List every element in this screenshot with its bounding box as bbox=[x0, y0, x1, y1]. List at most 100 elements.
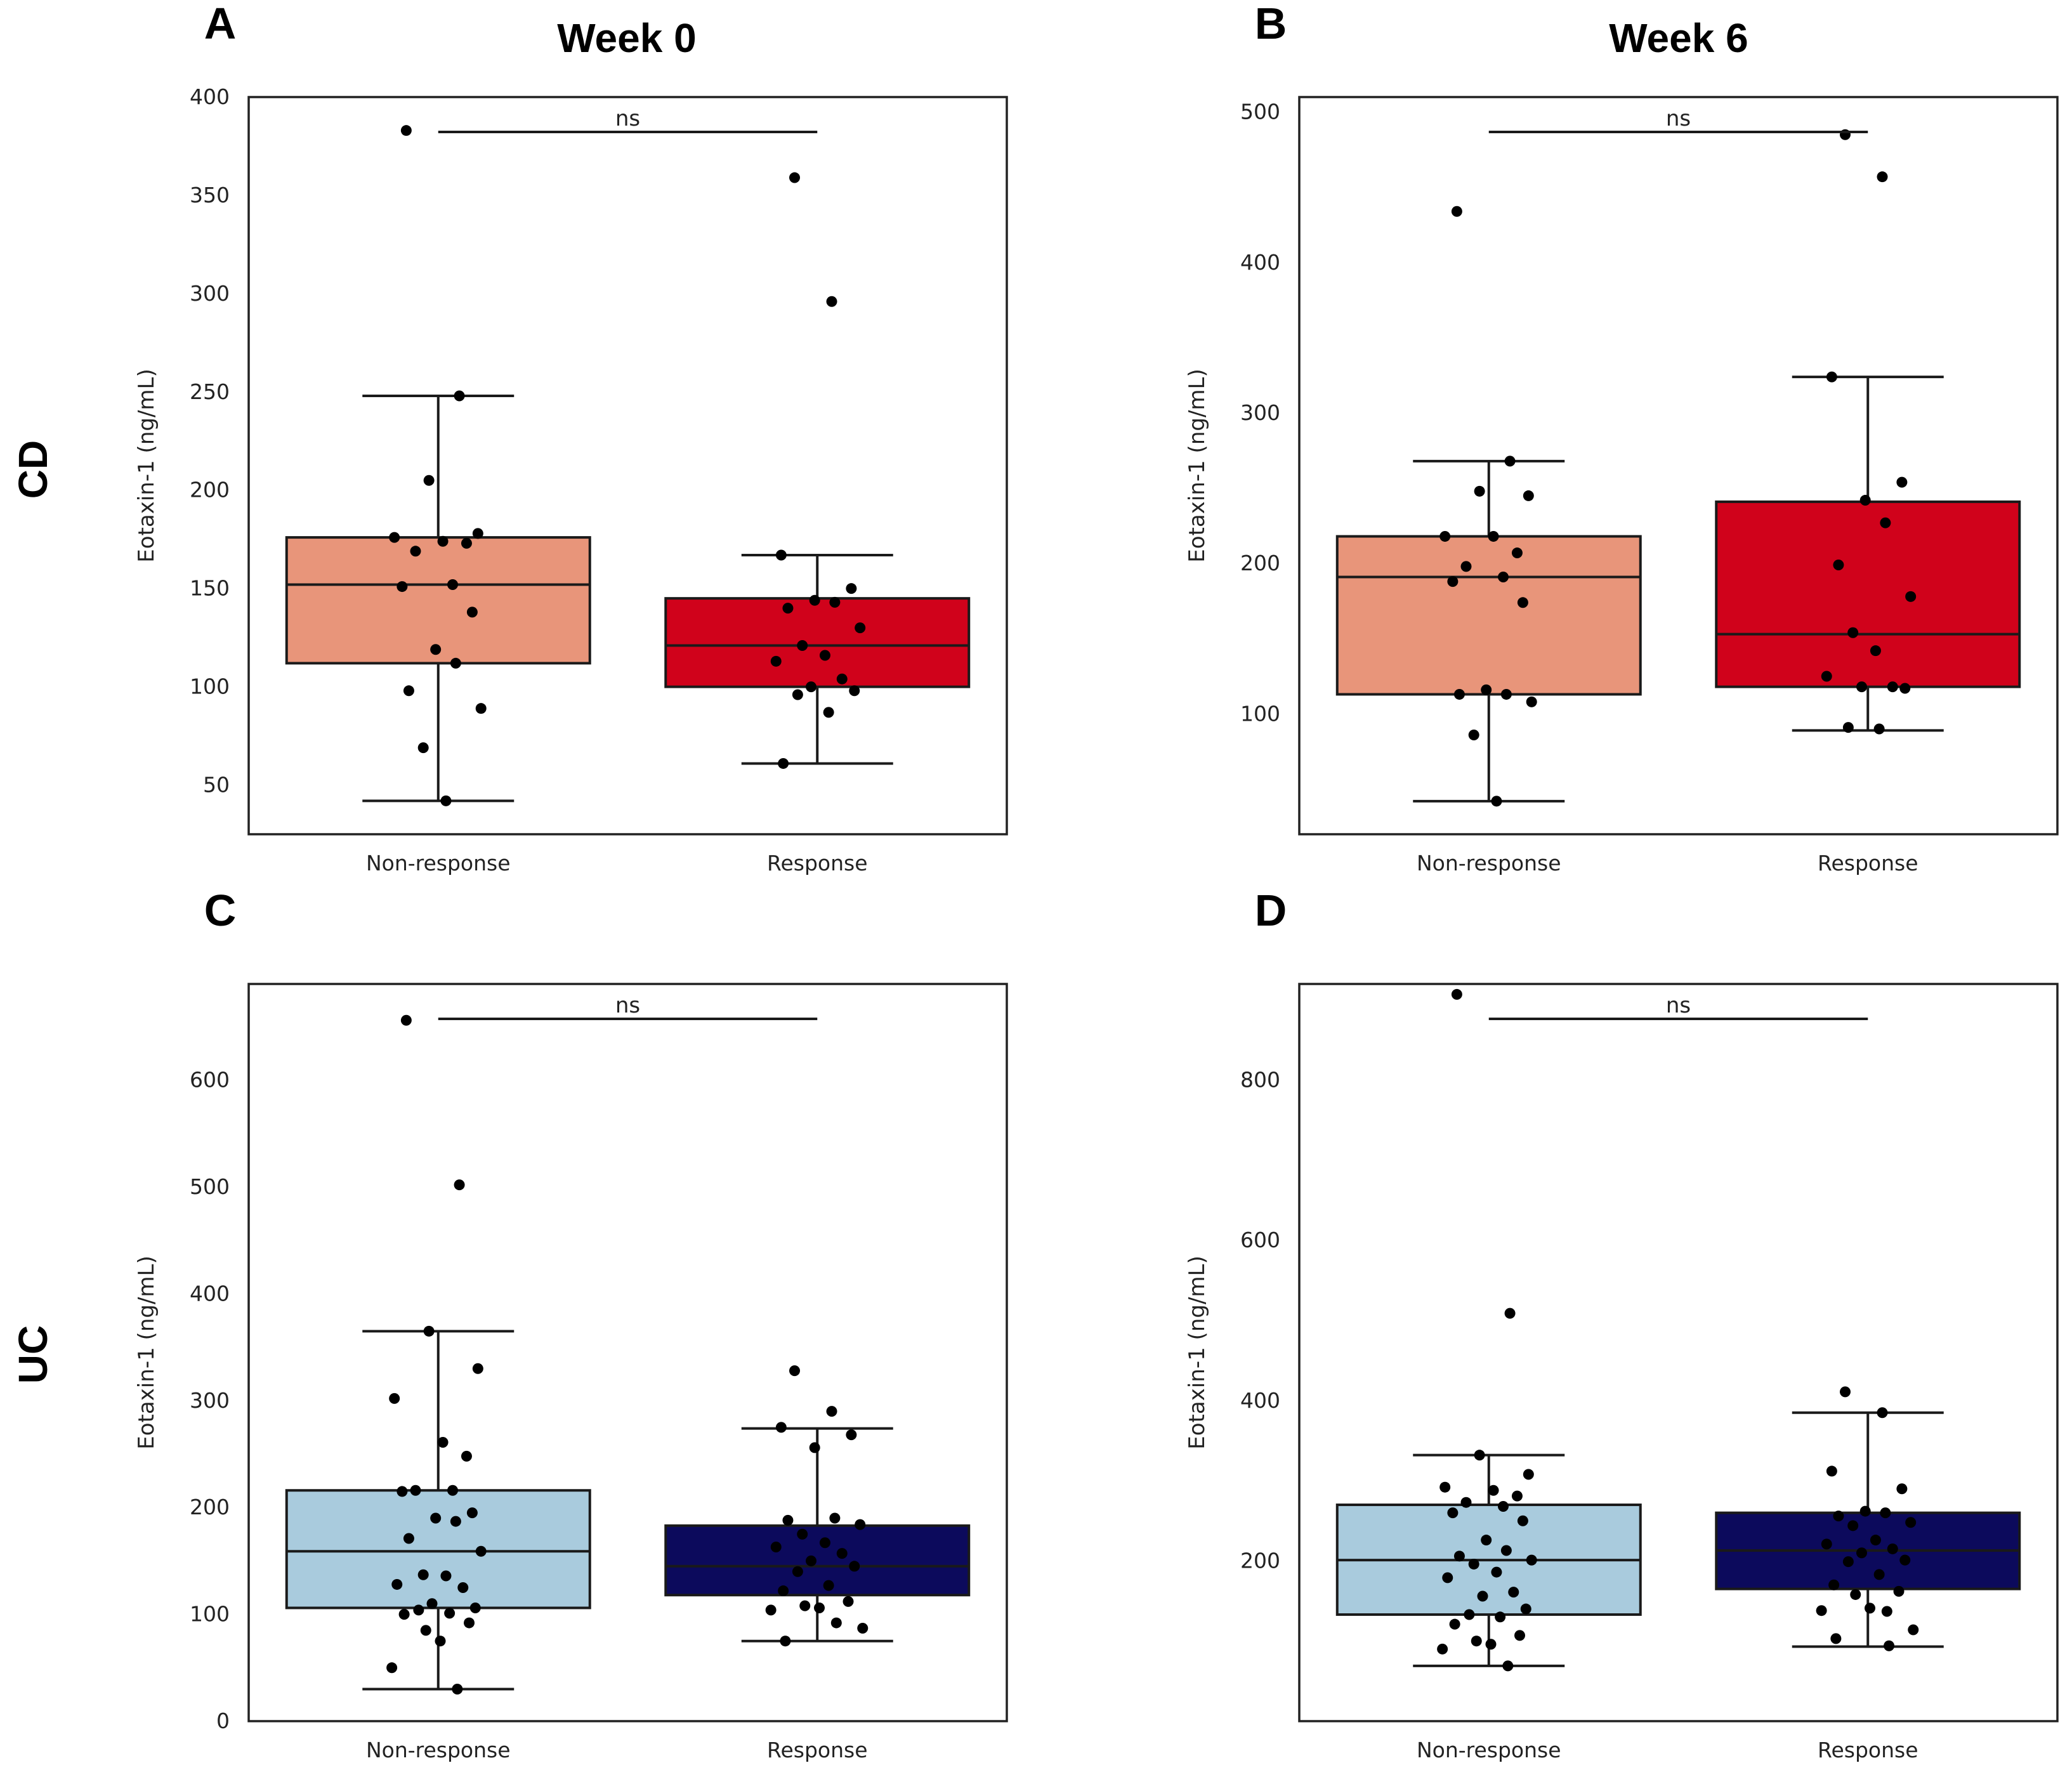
data-point bbox=[1887, 681, 1898, 693]
data-point bbox=[819, 1537, 830, 1549]
box-response bbox=[664, 1524, 971, 1597]
panel-b: B 100 200 300 400 500 Eotaxin-1 (ng/mL) Non-res… bbox=[1184, 0, 2059, 875]
box-group-non-response bbox=[1335, 206, 1642, 807]
data-point bbox=[403, 685, 414, 697]
box-group-non-response bbox=[285, 125, 591, 806]
data-point bbox=[1856, 1547, 1867, 1559]
data-point bbox=[1502, 1660, 1514, 1672]
data-point bbox=[1500, 688, 1512, 700]
data-point bbox=[1439, 530, 1451, 542]
y-tick-label: 300 bbox=[1240, 400, 1280, 425]
data-point bbox=[1842, 1556, 1854, 1568]
x-category-label: Non-response bbox=[1417, 851, 1561, 875]
data-point bbox=[849, 1561, 860, 1572]
data-point bbox=[1842, 722, 1854, 733]
data-point bbox=[437, 1436, 449, 1448]
panel-letter: C bbox=[204, 886, 237, 935]
box-response bbox=[664, 597, 971, 688]
data-point bbox=[826, 296, 837, 307]
data-point bbox=[1899, 1554, 1911, 1566]
y-tick-label: 300 bbox=[190, 281, 230, 306]
data-point bbox=[447, 579, 459, 590]
data-point bbox=[1821, 1538, 1832, 1550]
data-point bbox=[1877, 1407, 1888, 1419]
significance-label: ns bbox=[1666, 106, 1691, 131]
data-point bbox=[1451, 206, 1462, 217]
data-point bbox=[447, 1485, 459, 1496]
plot-frame bbox=[247, 983, 1008, 1722]
data-point bbox=[472, 1363, 483, 1374]
data-point bbox=[846, 583, 857, 594]
data-point bbox=[1504, 1308, 1516, 1319]
data-point bbox=[1511, 547, 1523, 559]
box-group-non-response bbox=[1335, 988, 1642, 1672]
data-point bbox=[475, 703, 487, 714]
y-tick-label: 100 bbox=[190, 1602, 230, 1627]
data-point bbox=[457, 1582, 469, 1593]
data-point bbox=[1439, 1481, 1451, 1493]
data-point bbox=[1821, 671, 1832, 682]
data-point bbox=[410, 546, 421, 557]
data-point bbox=[855, 1519, 866, 1530]
data-point bbox=[1485, 1639, 1497, 1650]
y-tick-label: 350 bbox=[190, 183, 230, 207]
data-point bbox=[826, 1406, 837, 1417]
data-point bbox=[1468, 1558, 1479, 1570]
y-tick-label: 600 bbox=[1240, 1228, 1280, 1252]
data-point bbox=[1816, 1605, 1827, 1616]
box-group-response bbox=[664, 1365, 971, 1647]
data-point bbox=[469, 1602, 481, 1613]
data-point bbox=[1504, 456, 1516, 467]
data-point bbox=[789, 172, 800, 183]
data-point bbox=[400, 1014, 412, 1026]
data-point bbox=[1873, 723, 1885, 735]
data-point bbox=[1880, 1507, 1891, 1519]
data-point bbox=[1859, 1505, 1871, 1517]
data-point bbox=[765, 1604, 777, 1616]
column-title-week-6: Week 6 bbox=[1609, 15, 1748, 61]
data-point bbox=[475, 1545, 487, 1557]
data-point bbox=[1870, 1535, 1881, 1546]
data-point bbox=[1887, 1543, 1898, 1554]
data-point bbox=[1517, 597, 1528, 608]
y-tick-label: 50 bbox=[203, 773, 230, 797]
data-point bbox=[775, 1422, 787, 1433]
box-group-response bbox=[664, 172, 971, 769]
data-point bbox=[423, 475, 435, 486]
data-point bbox=[1447, 1507, 1459, 1519]
data-point bbox=[1453, 1550, 1465, 1562]
data-point bbox=[1500, 1545, 1512, 1556]
data-point bbox=[1474, 485, 1485, 497]
data-point bbox=[789, 1365, 800, 1377]
data-point bbox=[1447, 576, 1459, 587]
x-category-label: Response bbox=[1818, 851, 1918, 875]
panels-group: A 50 100 150 200 250 300 350 400 Eotaxin-1 (ng/mL… bbox=[134, 0, 2059, 1762]
data-point bbox=[1859, 495, 1871, 506]
data-point bbox=[435, 1636, 446, 1647]
y-tick-label: 400 bbox=[190, 84, 230, 109]
data-point bbox=[829, 596, 841, 608]
panel-c: C 0 100 200 300 400 500 600 Eotaxin-1 (ng/mL) Non… bbox=[134, 886, 1008, 1762]
data-point bbox=[420, 1625, 431, 1636]
data-point bbox=[1847, 1520, 1859, 1531]
x-category-label: Non-response bbox=[366, 1738, 511, 1762]
data-point bbox=[823, 707, 834, 718]
significance-label: ns bbox=[1666, 993, 1691, 1018]
data-point bbox=[1517, 1515, 1528, 1526]
data-point bbox=[400, 125, 412, 136]
y-tick-label: 0 bbox=[216, 1708, 230, 1733]
data-point bbox=[430, 644, 442, 655]
data-point bbox=[1481, 1535, 1492, 1546]
data-point bbox=[1468, 729, 1479, 740]
data-point bbox=[792, 1566, 803, 1577]
panel-letter: D bbox=[1255, 886, 1287, 935]
data-point bbox=[1850, 1589, 1861, 1600]
data-point bbox=[809, 594, 820, 606]
data-point bbox=[1520, 1603, 1531, 1615]
y-tick-label: 100 bbox=[190, 674, 230, 699]
data-point bbox=[1526, 696, 1537, 707]
data-point bbox=[472, 528, 483, 539]
data-point bbox=[450, 1516, 461, 1527]
y-tick-label: 250 bbox=[190, 379, 230, 404]
